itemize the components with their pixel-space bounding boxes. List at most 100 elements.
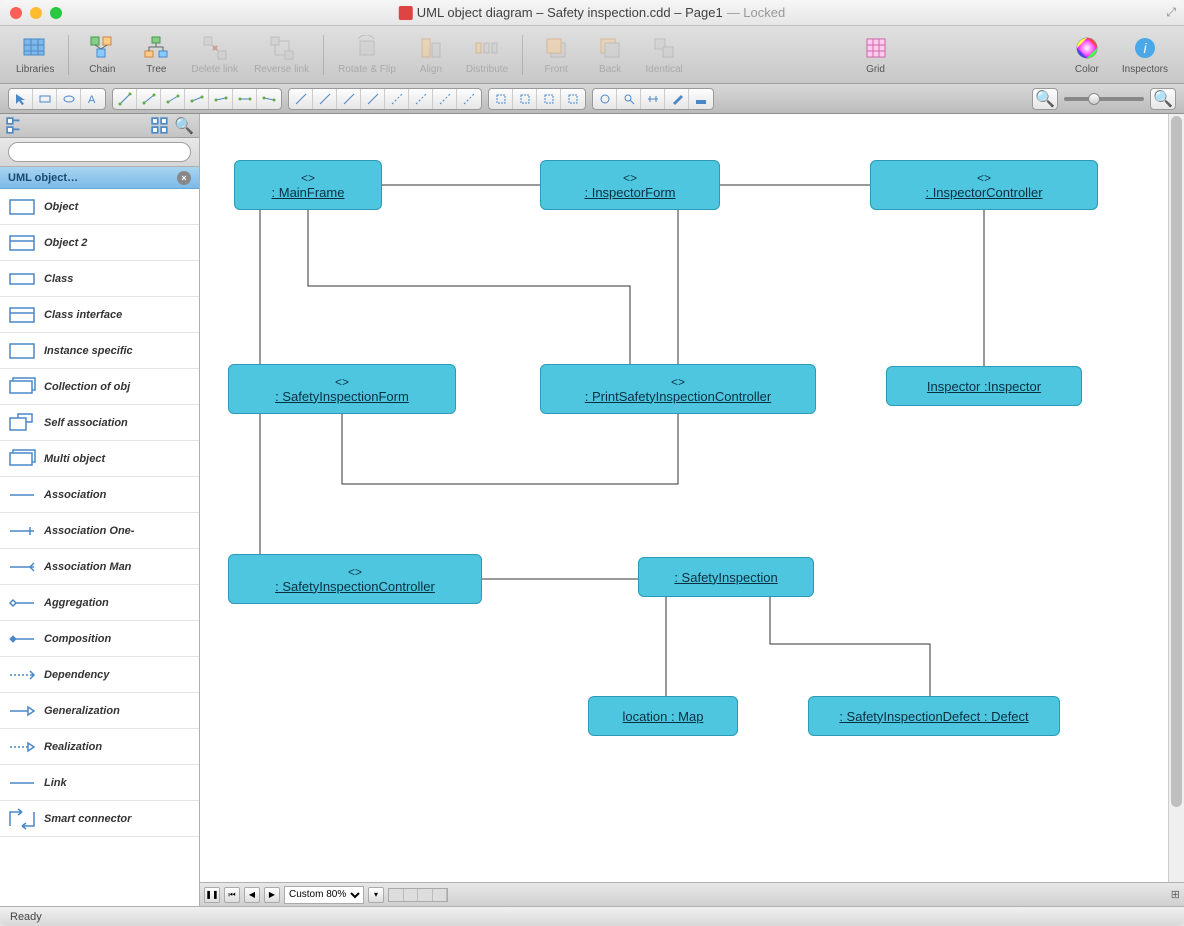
library-search-input[interactable] bbox=[8, 142, 191, 162]
fit-page-icon[interactable]: ⊞ bbox=[1171, 888, 1180, 901]
rect-button[interactable] bbox=[33, 89, 57, 109]
body: 🔍 UML object… × ObjectObject 2ClassClass… bbox=[0, 114, 1184, 906]
conn5-button[interactable] bbox=[209, 89, 233, 109]
line7-button[interactable] bbox=[433, 89, 457, 109]
line1-button[interactable] bbox=[289, 89, 313, 109]
conn2-button[interactable] bbox=[137, 89, 161, 109]
library-close-icon[interactable]: × bbox=[177, 171, 191, 185]
conn7-button[interactable] bbox=[257, 89, 281, 109]
color-icon bbox=[1073, 34, 1101, 62]
page-thumbnails[interactable] bbox=[388, 888, 448, 902]
line6-button[interactable] bbox=[409, 89, 433, 109]
close-window-button[interactable] bbox=[10, 7, 22, 19]
node-inspectorform[interactable]: <>: InspectorForm bbox=[540, 160, 720, 210]
tool2-button[interactable] bbox=[617, 89, 641, 109]
node-mainframe[interactable]: <>: MainFrame bbox=[234, 160, 382, 210]
library-item-composition[interactable]: Composition bbox=[0, 621, 199, 657]
library-item-object2[interactable]: Object 2 bbox=[0, 225, 199, 261]
library-list: ObjectObject 2ClassClass interfaceInstan… bbox=[0, 189, 199, 906]
line2-button[interactable] bbox=[313, 89, 337, 109]
node-name: : MainFrame bbox=[272, 185, 345, 200]
zoom-select[interactable]: Custom 80% bbox=[284, 886, 364, 904]
title-main: UML object diagram – Safety inspection.c… bbox=[417, 5, 723, 20]
library-item-dependency[interactable]: Dependency bbox=[0, 657, 199, 693]
stereotype: <> bbox=[301, 171, 315, 185]
node-inspectorcontroller[interactable]: <>: InspectorController bbox=[870, 160, 1098, 210]
expand-icon[interactable]: ⤢ bbox=[1166, 5, 1176, 20]
next-page-button[interactable]: ▶ bbox=[264, 887, 280, 903]
line8-button[interactable] bbox=[457, 89, 481, 109]
canvas[interactable]: <>: MainFrame <>: InspectorForm <>: Inspec… bbox=[200, 114, 1184, 882]
first-page-button[interactable]: ⏮ bbox=[224, 887, 240, 903]
text-button[interactable]: A bbox=[81, 89, 105, 109]
toolbar-libraries-button[interactable]: Libraries bbox=[10, 32, 60, 77]
node-printcontroller[interactable]: <>: PrintSafetyInspectionController bbox=[540, 364, 816, 414]
node-defect[interactable]: : SafetyInspectionDefect : Defect bbox=[808, 696, 1060, 736]
line5-button[interactable] bbox=[385, 89, 409, 109]
toolbar-grid-button[interactable]: Grid bbox=[851, 32, 901, 77]
library-header[interactable]: UML object… × bbox=[0, 167, 199, 189]
toolbar-tree-button[interactable]: Tree bbox=[131, 32, 181, 77]
library-item-self-assoc[interactable]: Self association bbox=[0, 405, 199, 441]
zoom-window-button[interactable] bbox=[50, 7, 62, 19]
shape3-button[interactable] bbox=[537, 89, 561, 109]
shape4-button[interactable] bbox=[561, 89, 585, 109]
tree-view-icon[interactable] bbox=[6, 117, 24, 135]
node-safetyinspectionform[interactable]: <>: SafetyInspectionForm bbox=[228, 364, 456, 414]
library-item-aggregation[interactable]: Aggregation bbox=[0, 585, 199, 621]
libraries-icon bbox=[21, 34, 49, 62]
library-item-link[interactable]: Link bbox=[0, 765, 199, 801]
toolbar-chain-button[interactable]: Chain bbox=[77, 32, 127, 77]
object-icon bbox=[8, 196, 36, 218]
ellipse-button[interactable] bbox=[57, 89, 81, 109]
grid-view-icon[interactable] bbox=[151, 117, 169, 135]
tool4-button[interactable] bbox=[665, 89, 689, 109]
realization-icon bbox=[8, 736, 36, 758]
library-item-generalization[interactable]: Generalization bbox=[0, 693, 199, 729]
library-item-collection[interactable]: Collection of obj bbox=[0, 369, 199, 405]
assoc-one-icon bbox=[8, 520, 36, 542]
cursor-button[interactable] bbox=[9, 89, 33, 109]
toolbar-color-button[interactable]: Color bbox=[1062, 32, 1112, 77]
search-toggle-icon[interactable]: 🔍 bbox=[175, 117, 193, 135]
traffic-lights bbox=[10, 7, 62, 19]
vertical-scrollbar[interactable] bbox=[1168, 114, 1184, 882]
shape1-button[interactable] bbox=[489, 89, 513, 109]
conn6-button[interactable] bbox=[233, 89, 257, 109]
line3-button[interactable] bbox=[337, 89, 361, 109]
library-item-instance[interactable]: Instance specific bbox=[0, 333, 199, 369]
zoom-in-button[interactable]: 🔍 bbox=[1150, 88, 1176, 110]
node-safetyinspectioncontroller[interactable]: <>: SafetyInspectionController bbox=[228, 554, 482, 604]
zoom-out-button[interactable]: 🔍 bbox=[1032, 88, 1058, 110]
library-item-class-interface[interactable]: Class interface bbox=[0, 297, 199, 333]
zoom-slider[interactable] bbox=[1064, 97, 1144, 101]
library-item-smart[interactable]: Smart connector bbox=[0, 801, 199, 837]
tool1-button[interactable] bbox=[593, 89, 617, 109]
search-row bbox=[0, 138, 199, 167]
shape2-button[interactable] bbox=[513, 89, 537, 109]
library-item-assoc-one[interactable]: Association One- bbox=[0, 513, 199, 549]
pause-nav-icon[interactable]: ❚❚ bbox=[204, 887, 220, 903]
toolbar-identical-button: Identical bbox=[639, 32, 689, 77]
library-item-class[interactable]: Class bbox=[0, 261, 199, 297]
assoc-icon bbox=[8, 484, 36, 506]
node-safetyinspection[interactable]: : SafetyInspection bbox=[638, 557, 814, 597]
library-item-assoc-many[interactable]: Association Man bbox=[0, 549, 199, 585]
tool5-button[interactable] bbox=[689, 89, 713, 109]
conn1-button[interactable] bbox=[113, 89, 137, 109]
zoom-stepper[interactable]: ▾ bbox=[368, 887, 384, 903]
library-item-assoc[interactable]: Association bbox=[0, 477, 199, 513]
line4-button[interactable] bbox=[361, 89, 385, 109]
toolbar-inspectors-button[interactable]: iInspectors bbox=[1116, 32, 1174, 77]
library-item-multi[interactable]: Multi object bbox=[0, 441, 199, 477]
node-inspector[interactable]: Inspector :Inspector bbox=[886, 366, 1082, 406]
toolbar-reverse-link-button: Reverse link bbox=[248, 32, 315, 77]
conn3-button[interactable] bbox=[161, 89, 185, 109]
node-locationmap[interactable]: location : Map bbox=[588, 696, 738, 736]
conn4-button[interactable] bbox=[185, 89, 209, 109]
minimize-window-button[interactable] bbox=[30, 7, 42, 19]
library-item-object[interactable]: Object bbox=[0, 189, 199, 225]
library-item-realization[interactable]: Realization bbox=[0, 729, 199, 765]
prev-page-button[interactable]: ◀ bbox=[244, 887, 260, 903]
tool3-button[interactable] bbox=[641, 89, 665, 109]
